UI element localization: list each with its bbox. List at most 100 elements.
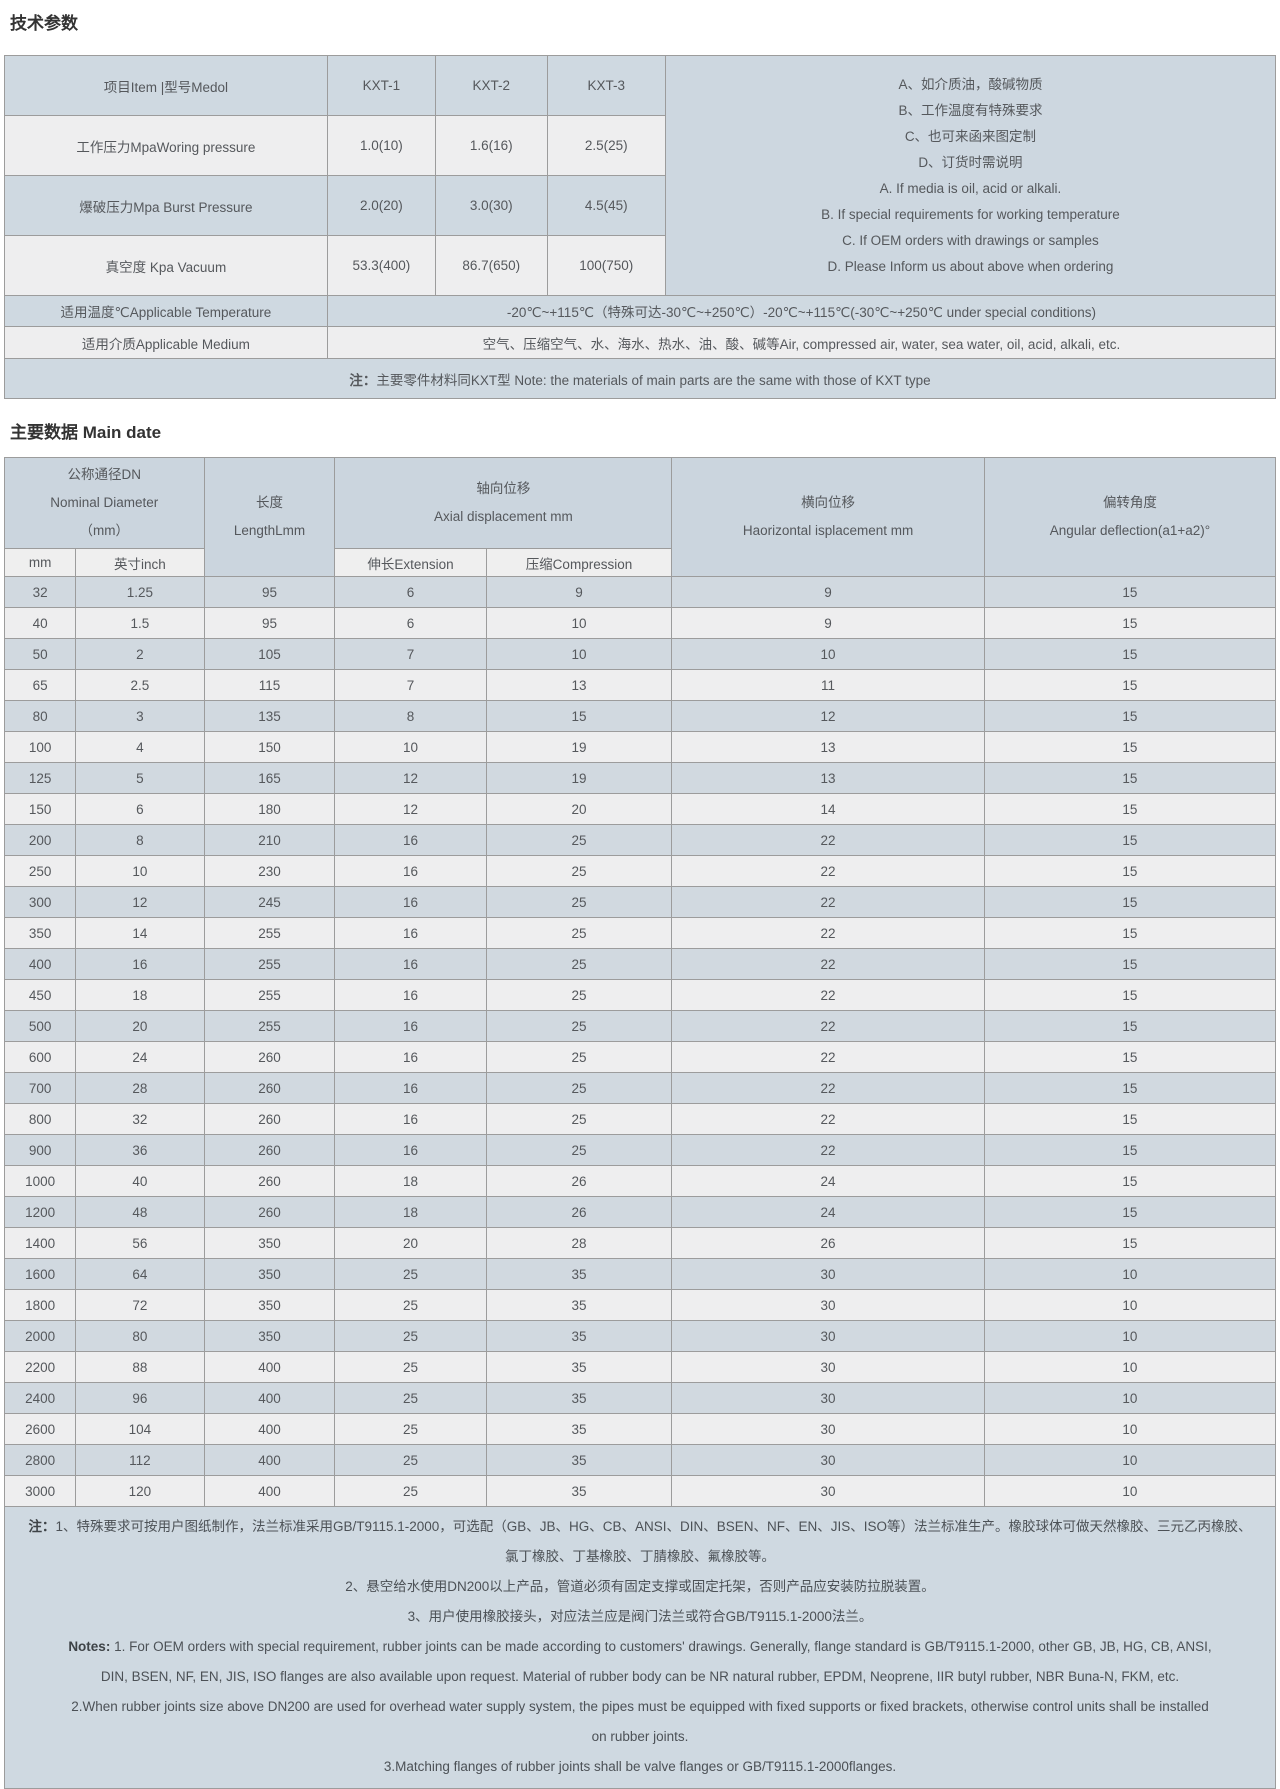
- data-cell: 35: [485, 1382, 673, 1414]
- axial-sub-compression: 压缩Compression: [485, 548, 673, 577]
- data-cell: 40: [75, 1165, 205, 1197]
- working-pressure-kxt3: 2.5(25): [546, 115, 666, 176]
- data-cell: 20: [75, 1010, 205, 1042]
- data-cell: 150: [203, 731, 336, 763]
- data-cell: 32: [3, 576, 77, 608]
- data-cell: 1.25: [75, 576, 205, 608]
- data-row: 350 14 255 16 25 22 15: [3, 917, 1277, 949]
- data-cell: 3000: [3, 1475, 77, 1507]
- data-cell: 95: [203, 576, 336, 608]
- data-cell: 260: [203, 1196, 336, 1228]
- data-cell: 64: [75, 1258, 205, 1290]
- data-cell: 16: [334, 1134, 487, 1166]
- data-cell: 15: [983, 1010, 1277, 1042]
- data-cell: 22: [671, 1072, 985, 1104]
- data-row: 300 12 245 16 25 22 15: [3, 886, 1277, 918]
- data-cell: 6: [334, 576, 487, 608]
- data-cell: 19: [485, 731, 673, 763]
- data-cell: 15: [983, 1165, 1277, 1197]
- data-cell: 16: [334, 1041, 487, 1073]
- data-cell: 25: [485, 979, 673, 1011]
- data-cell: 26: [485, 1165, 673, 1197]
- data-cell: 350: [203, 1320, 336, 1352]
- tech-footnote-text: 主要零件材料同KXT型 Note: the materials of main …: [376, 372, 931, 388]
- tech-model-kxt3: KXT-3: [546, 55, 666, 116]
- data-cell: 4: [75, 731, 205, 763]
- data-cell: 1200: [3, 1196, 77, 1228]
- data-cell: 48: [75, 1196, 205, 1228]
- data-cell: 15: [983, 948, 1277, 980]
- data-cell: 11: [671, 669, 985, 701]
- data-cell: 22: [671, 824, 985, 856]
- data-cell: 25: [485, 1134, 673, 1166]
- data-cell: 400: [203, 1351, 336, 1383]
- data-cell: 35: [485, 1258, 673, 1290]
- data-row: 2600 104 400 25 35 30 10: [3, 1413, 1277, 1445]
- data-cell: 15: [983, 1041, 1277, 1073]
- data-cell: 36: [75, 1134, 205, 1166]
- data-cell: 22: [671, 1134, 985, 1166]
- data-cell: 10: [983, 1475, 1277, 1507]
- data-row: 900 36 260 16 25 22 15: [3, 1134, 1277, 1166]
- data-row: 1400 56 350 20 28 26 15: [3, 1227, 1277, 1259]
- data-cell: 95: [203, 607, 336, 639]
- data-cell: 2200: [3, 1351, 77, 1383]
- data-row: 500 20 255 16 25 22 15: [3, 1010, 1277, 1042]
- tech-side-notes: A、如介质油，酸碱物质 B、工作温度有特殊要求 C、也可来函来图定制 D、订货时需说明…: [664, 55, 1277, 296]
- data-cell: 1600: [3, 1258, 77, 1290]
- data-row: 2200 88 400 25 35 30 10: [3, 1351, 1277, 1383]
- working-pressure-kxt2: 1.6(16): [434, 115, 548, 176]
- data-cell: 15: [485, 700, 673, 732]
- data-cell: 16: [334, 948, 487, 980]
- tech-working-pressure-row: 工作压力MpaWoring pressure 1.0(10) 1.6(16) 2…: [4, 115, 1276, 176]
- data-cell: 8: [334, 700, 487, 732]
- data-cell: 22: [671, 948, 985, 980]
- data-row: 450 18 255 16 25 22 15: [3, 979, 1277, 1011]
- data-row: 1000 40 260 18 26 24 15: [3, 1165, 1277, 1197]
- data-cell: 260: [203, 1134, 336, 1166]
- data-row: 80 3 135 8 15 12 15: [3, 700, 1277, 732]
- data-cell: 15: [983, 638, 1277, 670]
- data-row: 100 4 150 10 19 13 15: [3, 731, 1277, 763]
- tech-params-table: 项目Item |型号Medol KXT-1 KXT-2 KXT-3 A、如介质油…: [4, 55, 1277, 399]
- data-cell: 210: [203, 824, 336, 856]
- data-row: 32 1.25 95 6 9 9 15: [3, 576, 1277, 608]
- data-cell: 35: [485, 1351, 673, 1383]
- note-line: 3.Matching flanges of rubber joints shal…: [383, 1759, 897, 1774]
- data-cell: 16: [75, 948, 205, 980]
- note-line: C、也可来函来图定制: [904, 128, 1037, 144]
- data-cell: 88: [75, 1351, 205, 1383]
- dn-sub-mm: mm: [3, 548, 77, 577]
- data-cell: 22: [671, 886, 985, 918]
- data-cell: 15: [983, 576, 1277, 608]
- data-cell: 7: [334, 638, 487, 670]
- data-cell: 25: [485, 886, 673, 918]
- data-cell: 25: [485, 1072, 673, 1104]
- data-cell: 255: [203, 1010, 336, 1042]
- data-cell: 65: [3, 669, 77, 701]
- data-cell: 14: [75, 917, 205, 949]
- note-line: on rubber joints.: [591, 1729, 689, 1744]
- axial-sub-extension: 伸长Extension: [334, 548, 487, 577]
- tech-footnote-row: 注：主要零件材料同KXT型 Note: the materials of mai…: [4, 358, 1276, 399]
- data-row: 1200 48 260 18 26 24 15: [3, 1196, 1277, 1228]
- data-cell: 9: [671, 576, 985, 608]
- data-cell: 15: [983, 607, 1277, 639]
- data-row: 800 32 260 16 25 22 15: [3, 1103, 1277, 1135]
- data-cell: 700: [3, 1072, 77, 1104]
- bottom-notes: 注：1、特殊要求可按用户图纸制作，法兰标准采用GB/T9115.1-2000，可…: [4, 1506, 1276, 1789]
- data-cell: 10: [983, 1320, 1277, 1352]
- main-data-table: 公称通径DN Nominal Diameter （mm） 长度 LengthLmm 轴…: [3, 457, 1277, 1789]
- note-line: Nominal Diameter: [50, 495, 159, 510]
- data-cell: 15: [983, 731, 1277, 763]
- data-cell: 19: [485, 762, 673, 794]
- data-cell: 15: [983, 886, 1277, 918]
- dn-header: 公称通径DN Nominal Diameter （mm）: [4, 457, 205, 549]
- data-cell: 25: [485, 855, 673, 887]
- data-cell: 32: [75, 1103, 205, 1135]
- data-cell: 12: [671, 700, 985, 732]
- note-line: Axial displacement mm: [433, 509, 573, 524]
- data-cell: 30: [671, 1351, 985, 1383]
- note-line: Angular deflection(a1+a2)°: [1049, 523, 1211, 538]
- tech-vacuum-row: 真空度 Kpa Vacuum 53.3(400) 86.7(650) 100(7…: [4, 235, 1276, 296]
